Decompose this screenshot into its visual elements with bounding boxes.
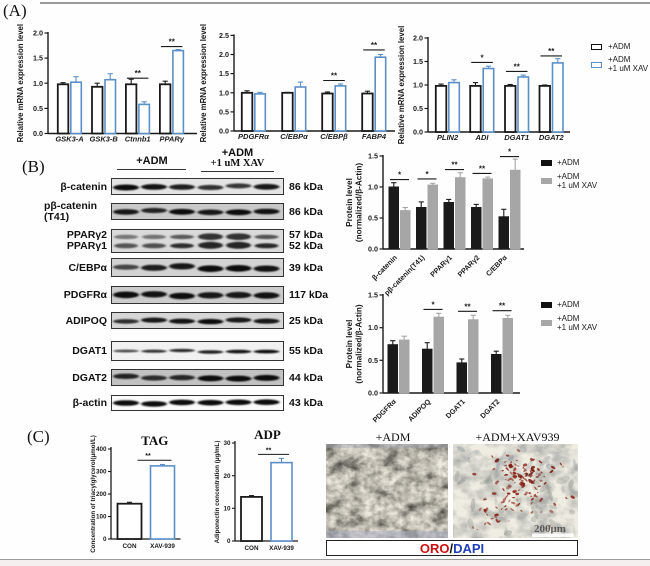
svg-text:(normalized/β-Actin): (normalized/β-Actin) [355, 163, 364, 242]
svg-text:**: ** [514, 62, 521, 71]
svg-text:**: ** [548, 47, 555, 56]
svg-text:**: ** [135, 69, 142, 78]
svg-text:1.5: 1.5 [413, 57, 423, 66]
svg-text:300: 300 [96, 469, 107, 476]
svg-text:0.5: 0.5 [413, 104, 423, 113]
svg-text:0: 0 [103, 536, 107, 543]
svg-text:GSK3-A: GSK3-A [55, 135, 83, 144]
svg-text:1.5: 1.5 [368, 152, 378, 161]
svg-text:Relative mRNA expression level: Relative mRNA expression level [397, 26, 406, 144]
svg-text:**: ** [145, 453, 151, 460]
svg-text:DGAT1: DGAT1 [504, 133, 529, 142]
svg-text:20: 20 [223, 473, 231, 480]
svg-text:2.0: 2.0 [219, 50, 229, 59]
svg-text:*: * [398, 171, 402, 180]
svg-text:PLIN2: PLIN2 [437, 133, 459, 142]
svg-text:0.5: 0.5 [33, 104, 43, 113]
svg-text:0.5: 0.5 [368, 356, 378, 365]
svg-text:XAV-939: XAV-939 [269, 545, 294, 552]
svg-text:PPARγ: PPARγ [159, 135, 184, 144]
svg-text:Protein level: Protein level [345, 320, 354, 369]
svg-text:Adiponectin concentration (μg/: Adiponectin concentration (μg/mL) [214, 441, 221, 544]
svg-text:Concentration of triacylglycer: Concentration of triacylglycerol(μmol/L) [90, 435, 97, 553]
svg-text:2.5: 2.5 [219, 31, 229, 40]
svg-text:C/EBPα: C/EBPα [484, 253, 509, 278]
svg-text:*: * [431, 300, 435, 309]
svg-text:0.0: 0.0 [219, 127, 229, 136]
svg-text:0.0: 0.0 [368, 389, 378, 398]
svg-text:0.0: 0.0 [368, 245, 378, 254]
svg-text:ADI: ADI [475, 133, 490, 142]
svg-text:ADP: ADP [254, 427, 281, 442]
svg-text:0.5: 0.5 [219, 107, 229, 116]
svg-text:**: ** [451, 161, 458, 170]
svg-text:2.0: 2.0 [413, 34, 423, 43]
svg-text:1.0: 1.0 [368, 323, 378, 332]
svg-text:CON: CON [245, 545, 259, 552]
svg-text:**: ** [169, 38, 176, 47]
svg-text:ADIPOQ: ADIPOQ [406, 397, 433, 424]
svg-text:C/EBPβ: C/EBPβ [320, 132, 348, 141]
svg-text:*: * [425, 170, 429, 179]
svg-text:XAV-939: XAV-939 [150, 543, 175, 550]
svg-text:1.0: 1.0 [33, 79, 43, 88]
svg-text:0: 0 [227, 538, 231, 545]
svg-text:DGAT2: DGAT2 [539, 133, 565, 142]
svg-text:0.5: 0.5 [368, 214, 378, 223]
svg-text:1.5: 1.5 [219, 69, 229, 78]
svg-text:2.0: 2.0 [33, 29, 43, 38]
svg-text:0.0: 0.0 [33, 129, 43, 138]
svg-text:TAG: TAG [141, 433, 168, 448]
svg-text:Protein level: Protein level [345, 178, 354, 227]
svg-text:**: ** [479, 164, 486, 173]
svg-text:200: 200 [96, 491, 107, 498]
svg-text:*: * [508, 148, 512, 157]
svg-text:1.0: 1.0 [219, 88, 229, 97]
svg-text:C/EBPα: C/EBPα [280, 132, 308, 141]
svg-text:**: ** [266, 447, 272, 454]
svg-text:Ctnnb1: Ctnnb1 [125, 135, 151, 144]
svg-text:1.0: 1.0 [368, 183, 378, 192]
svg-text:1.0: 1.0 [413, 81, 423, 90]
svg-text:10: 10 [223, 506, 231, 513]
svg-text:**: ** [499, 302, 506, 311]
svg-text:Relative mRNA expression level: Relative mRNA expression level [199, 24, 208, 142]
svg-text:200μm: 200μm [534, 523, 566, 535]
svg-text:Relative mRNA expression level: Relative mRNA expression level [16, 24, 25, 142]
svg-text:0.0: 0.0 [413, 128, 423, 137]
svg-text:GSK3-B: GSK3-B [90, 135, 119, 144]
svg-text:PPARγ2: PPARγ2 [456, 253, 482, 279]
svg-text:DGAT1: DGAT1 [444, 397, 467, 420]
svg-text:PDGFRα: PDGFRα [238, 132, 269, 141]
svg-text:30: 30 [223, 440, 231, 447]
svg-text:**: ** [331, 72, 338, 81]
svg-text:100: 100 [96, 514, 107, 521]
svg-text:FABP4: FABP4 [362, 132, 387, 141]
svg-text:(normalized/β-Actin): (normalized/β-Actin) [355, 304, 364, 383]
svg-text:*: * [480, 53, 484, 62]
svg-text:DGAT2: DGAT2 [478, 397, 501, 420]
svg-text:**: ** [371, 41, 378, 50]
svg-text:PPARγ1: PPARγ1 [428, 253, 454, 279]
svg-text:PDGFRα: PDGFRα [371, 397, 399, 425]
svg-text:1.5: 1.5 [368, 291, 378, 300]
svg-text:CON: CON [123, 543, 137, 550]
svg-text:**: ** [464, 302, 471, 311]
svg-text:400: 400 [96, 446, 107, 453]
svg-text:1.5: 1.5 [33, 54, 43, 63]
